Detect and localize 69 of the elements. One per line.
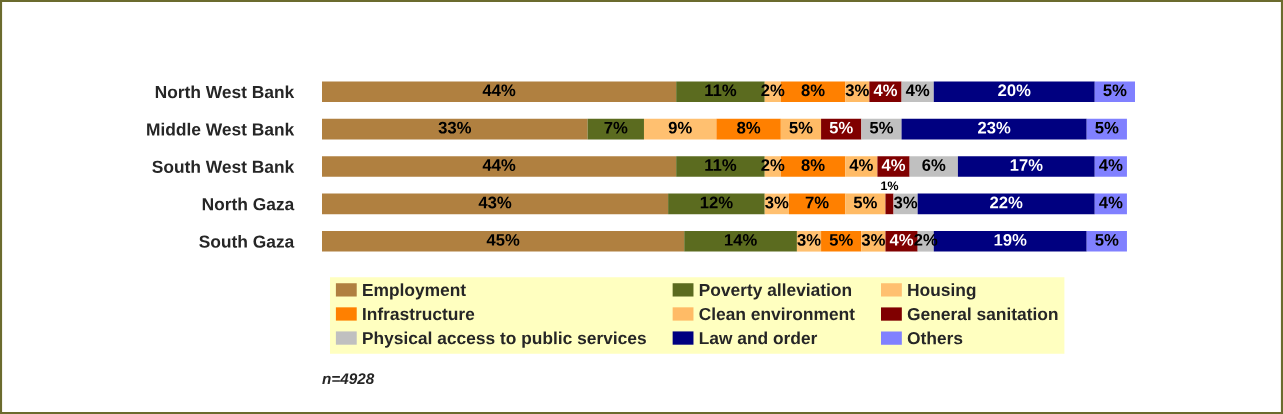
data-label: 45% [486, 234, 520, 246]
data-label: 22% [990, 196, 1023, 209]
bar [957, 156, 1095, 177]
y-tick-label: South Gaza [199, 235, 295, 248]
data-label: 4% [1099, 159, 1123, 171]
data-label: 5% [853, 196, 877, 209]
y-tick-label: Middle West Bank [147, 122, 295, 136]
bar [933, 81, 1095, 102]
legend-label: Poverty alleviation [699, 283, 852, 300]
data-label: 4% [849, 159, 873, 171]
data-label: 33% [438, 121, 472, 134]
legend-label: Housing [908, 283, 976, 300]
data-label: 20% [998, 84, 1031, 97]
data-label: 44% [482, 84, 516, 97]
data-label: 7% [805, 196, 829, 209]
legend-label: Law and order [699, 331, 818, 345]
data-label: 17% [1010, 159, 1043, 171]
data-label: 5% [829, 121, 853, 134]
legend-label: Others [907, 331, 963, 345]
data-label: 14% [724, 234, 757, 246]
data-label: 5% [829, 234, 853, 246]
data-label: 5% [869, 121, 894, 134]
bar [668, 193, 765, 215]
data-label: 8% [801, 84, 825, 97]
bar [322, 118, 588, 140]
text: n=4928 [322, 373, 375, 385]
data-label: 3% [765, 196, 789, 209]
data-label: 3% [797, 233, 821, 246]
y-tick-label: North West Bank [155, 85, 295, 99]
bar [322, 193, 669, 215]
data-label: 19% [994, 233, 1027, 246]
data-label: 9% [668, 121, 692, 134]
data-label: 3% [861, 233, 885, 246]
data-label: 5% [1095, 234, 1119, 246]
legend-label: Physical access to public services [363, 331, 646, 348]
legend-label: General sanitation [907, 307, 1058, 321]
bar [885, 193, 894, 215]
data-label: 11% [705, 159, 737, 171]
data-label: 23% [978, 121, 1011, 134]
data-label: 11% [705, 84, 737, 97]
data-label: 6% [922, 159, 946, 171]
data-label: 43% [478, 196, 512, 209]
bar [917, 193, 1095, 215]
data-label: 7% [604, 121, 628, 134]
bar [684, 231, 797, 252]
data-label: 8% [737, 121, 761, 134]
data-label: 1% [881, 181, 899, 191]
bar [322, 81, 677, 102]
legend-label: Clean environment [699, 307, 855, 321]
legend-label: Employment [363, 283, 466, 300]
bar [322, 156, 677, 177]
data-label: 3% [893, 196, 918, 209]
data-label: 3% [845, 84, 869, 97]
data-label: 4% [881, 159, 906, 171]
y-tick-label: South West Bank [152, 160, 295, 173]
data-label: 8% [801, 159, 825, 171]
data-label: 44% [482, 159, 516, 171]
bar [322, 231, 685, 252]
legend-label: Infrastructure [363, 307, 475, 321]
data-label: 4% [905, 84, 930, 97]
data-label: 5% [1095, 121, 1119, 134]
data-label: 4% [889, 234, 914, 246]
y-tick-label: North Gaza [202, 197, 295, 211]
data-label: 4% [873, 84, 898, 97]
data-label: 4% [1099, 196, 1123, 209]
data-label: 12% [700, 196, 733, 209]
data-label: 5% [789, 121, 813, 134]
bar [901, 118, 1087, 140]
data-label: 5% [1103, 84, 1127, 97]
